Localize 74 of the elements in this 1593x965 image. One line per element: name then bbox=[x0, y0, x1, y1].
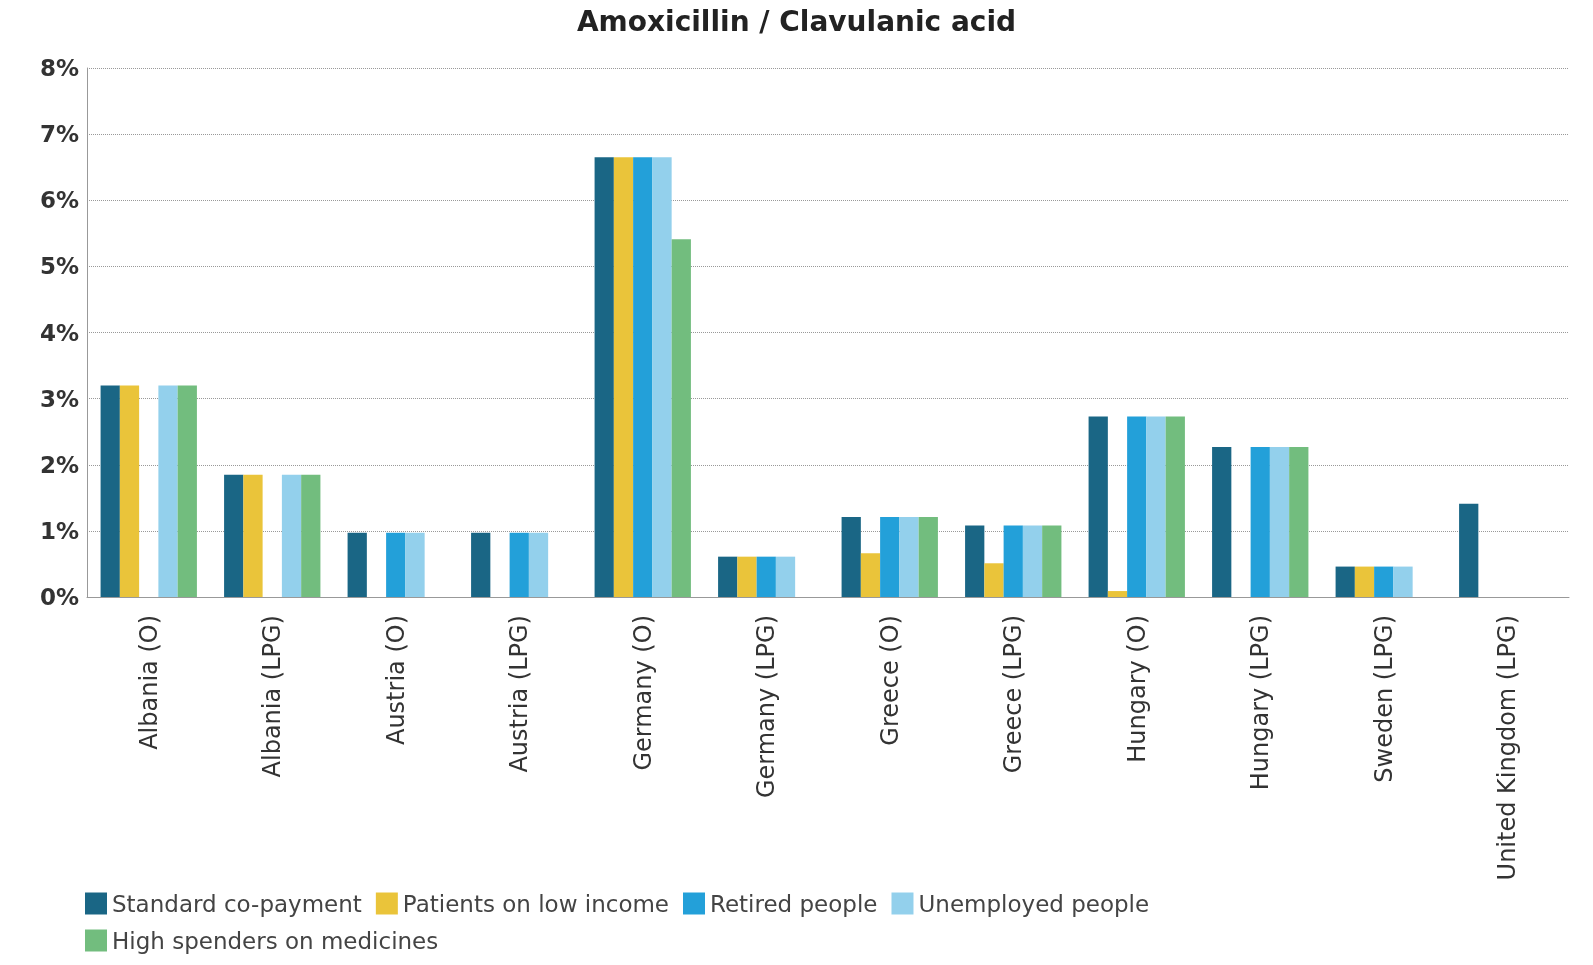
bar bbox=[652, 157, 672, 597]
x-tick-label: Greece (LPG) bbox=[999, 615, 1028, 774]
bar bbox=[1107, 591, 1128, 597]
bar bbox=[594, 157, 614, 597]
x-tick-label: Hungary (O) bbox=[1122, 615, 1151, 763]
x-tick-label: Albania (O) bbox=[134, 615, 163, 750]
bar bbox=[1042, 525, 1062, 597]
bar bbox=[918, 516, 938, 597]
bar bbox=[1127, 416, 1147, 597]
bar bbox=[509, 532, 529, 597]
bar bbox=[613, 157, 634, 597]
bar bbox=[301, 474, 321, 597]
bar bbox=[405, 532, 425, 597]
bar bbox=[633, 157, 653, 597]
bar bbox=[347, 532, 367, 597]
x-tick-label: Germany (O) bbox=[628, 615, 657, 771]
bar bbox=[243, 474, 263, 597]
x-tick-label: Germany (LPG) bbox=[752, 615, 781, 799]
bar bbox=[880, 516, 900, 597]
x-tick-label: Albania (LPG) bbox=[258, 615, 287, 778]
bar bbox=[119, 385, 140, 597]
bar bbox=[158, 385, 178, 597]
x-tick-label: Greece (O) bbox=[875, 615, 904, 746]
bar bbox=[100, 385, 120, 597]
bar bbox=[1269, 446, 1290, 597]
bar bbox=[1088, 416, 1108, 597]
bar bbox=[718, 556, 738, 597]
bar bbox=[756, 556, 776, 597]
bar bbox=[1022, 525, 1043, 597]
legend-label: Retired people bbox=[710, 890, 878, 917]
bar bbox=[984, 563, 1004, 597]
x-tick-label: Austria (LPG) bbox=[505, 615, 534, 773]
legend-label: High spenders on medicines bbox=[112, 927, 439, 954]
legend-label: Standard co-payment bbox=[112, 890, 362, 917]
bar bbox=[1374, 566, 1394, 597]
y-tick-label: 7% bbox=[39, 121, 79, 148]
bar bbox=[1250, 446, 1270, 597]
bar bbox=[177, 385, 197, 597]
y-tick-label: 0% bbox=[39, 584, 79, 610]
legend-label: Unemployed people bbox=[918, 890, 1150, 917]
bar bbox=[671, 239, 691, 597]
bar bbox=[1354, 566, 1375, 597]
bar bbox=[965, 525, 985, 597]
x-tick-label: Austria (O) bbox=[381, 615, 410, 746]
y-tick-label: 6% bbox=[39, 187, 79, 214]
bar bbox=[1212, 446, 1232, 597]
bar bbox=[1003, 525, 1023, 597]
bar bbox=[386, 532, 406, 597]
bar bbox=[281, 474, 302, 597]
bar bbox=[471, 532, 491, 597]
bar bbox=[737, 556, 757, 597]
bar bbox=[1165, 416, 1185, 597]
x-tick-label: Sweden (LPG) bbox=[1369, 615, 1398, 783]
x-tick-label: United Kingdom (LPG) bbox=[1493, 615, 1522, 881]
y-tick-label: 5% bbox=[39, 253, 79, 280]
y-tick-label: 4% bbox=[39, 319, 79, 346]
bar bbox=[224, 474, 244, 597]
bar bbox=[528, 532, 549, 597]
y-tick-label: 3% bbox=[39, 385, 79, 412]
y-tick-label: 8% bbox=[39, 55, 79, 81]
legend-label: Patients on low income bbox=[402, 890, 670, 917]
bar bbox=[860, 553, 881, 597]
y-tick-label: 2% bbox=[39, 451, 79, 478]
bar bbox=[899, 516, 919, 597]
bar bbox=[841, 516, 861, 597]
bar bbox=[1459, 503, 1479, 597]
bar bbox=[1335, 566, 1355, 597]
bar bbox=[1393, 566, 1413, 597]
bar bbox=[1289, 446, 1309, 597]
y-tick-label: 1% bbox=[39, 517, 79, 544]
bar bbox=[1146, 416, 1166, 597]
x-tick-label: Hungary (LPG) bbox=[1246, 615, 1275, 791]
bar bbox=[775, 556, 796, 597]
chart-title: Amoxicillin / Clavulanic acid bbox=[576, 4, 1017, 38]
